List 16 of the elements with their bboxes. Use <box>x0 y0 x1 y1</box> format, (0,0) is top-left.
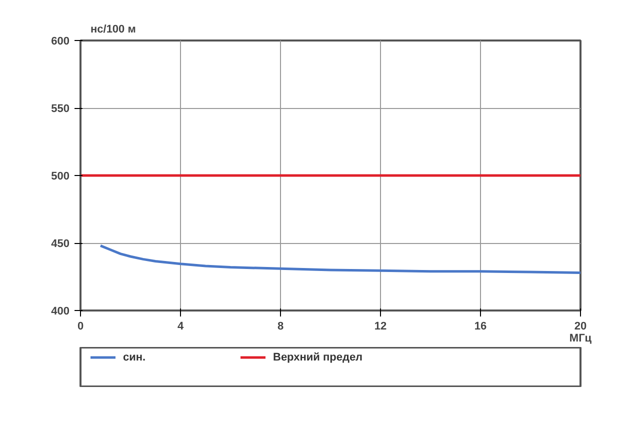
y-tick-label: 600 <box>51 36 70 48</box>
x-tick-label: 0 <box>77 320 84 332</box>
x-tick-label: 8 <box>277 320 284 332</box>
legend-label: син. <box>123 352 146 364</box>
legend-label: Верхний предел <box>273 352 363 364</box>
x-tick-label: 16 <box>474 320 487 332</box>
y-tick-label: 450 <box>51 238 70 250</box>
x-axis-title: МГц <box>569 332 592 344</box>
line-series <box>99 244 580 274</box>
x-tick-label: 20 <box>574 320 587 332</box>
y-tick-label: 400 <box>51 306 70 318</box>
y-tick-label: 500 <box>51 170 70 182</box>
y-axis-title: нс/100 м <box>90 24 136 36</box>
x-tick-label: 4 <box>177 320 184 332</box>
y-tick-label: 550 <box>51 103 70 115</box>
x-tick-label: 12 <box>374 320 387 332</box>
